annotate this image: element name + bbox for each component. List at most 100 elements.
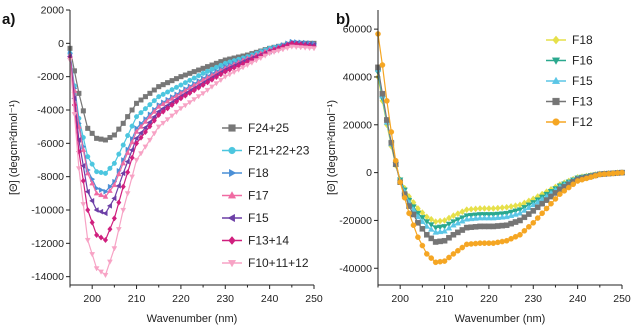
data-point (103, 188, 109, 195)
series-line (69, 41, 315, 193)
data-point (521, 207, 528, 213)
data-point (196, 67, 202, 73)
data-point (543, 205, 550, 212)
data-point (178, 95, 184, 102)
data-point (392, 157, 399, 164)
legend-entry: F13 (572, 95, 593, 109)
data-point (80, 146, 87, 153)
data-point (111, 132, 117, 138)
data-point (165, 80, 171, 86)
data-point (76, 90, 82, 96)
data-point (129, 154, 135, 161)
data-point (120, 170, 126, 177)
data-point (155, 124, 162, 130)
data-point (89, 180, 96, 186)
data-point (213, 73, 219, 81)
data-point (490, 214, 497, 221)
data-point (165, 105, 171, 112)
data-point (151, 98, 157, 104)
y-tick-label: 40000 (343, 71, 372, 83)
y-tick-label: -10000 (31, 205, 64, 217)
data-point (196, 73, 202, 79)
data-point (530, 220, 537, 226)
data-point (552, 196, 559, 202)
data-point (107, 226, 113, 233)
x-tick-label: 220 (480, 293, 498, 305)
data-point (253, 58, 260, 64)
y-tick-label: 0 (366, 167, 372, 179)
data-point (116, 199, 122, 206)
data-point (133, 157, 140, 164)
data-point (503, 203, 510, 211)
data-point (410, 222, 417, 229)
y-tick-label: -14000 (31, 271, 64, 283)
data-point (138, 151, 144, 157)
data-point (240, 65, 246, 71)
data-point (494, 204, 501, 212)
data-point (486, 205, 492, 212)
legend-entry: F24+25 (248, 121, 289, 135)
data-point (200, 70, 206, 76)
data-point (93, 207, 99, 213)
data-point (428, 255, 435, 261)
data-point (80, 202, 87, 208)
legend-entry: F16 (572, 54, 593, 68)
data-point (142, 128, 148, 136)
data-point (156, 111, 162, 119)
y-tick-label: -12000 (31, 238, 64, 250)
data-point (441, 227, 448, 234)
data-point (530, 208, 537, 214)
data-point (111, 246, 118, 252)
data-point (160, 120, 167, 127)
data-point (129, 123, 135, 129)
legend-marker (552, 35, 560, 45)
y-tick-label: -40000 (339, 263, 372, 275)
data-point (99, 187, 105, 193)
legend-marker (227, 191, 237, 199)
data-point (539, 200, 545, 207)
data-point (102, 193, 109, 199)
data-point (80, 162, 86, 169)
data-point (84, 237, 91, 244)
data-point (200, 65, 206, 71)
data-point (419, 242, 426, 249)
legend-marker (228, 146, 236, 155)
legend-entry: F10+11+12 (248, 256, 309, 270)
data-point (476, 214, 484, 221)
data-point (146, 137, 153, 144)
y-tick-label: 60000 (343, 24, 372, 36)
data-point (169, 78, 175, 84)
data-point (311, 46, 317, 52)
data-point (156, 84, 162, 90)
data-point (182, 72, 188, 78)
data-point (436, 228, 444, 235)
legend-entry: F13+14 (248, 234, 289, 248)
data-point (98, 208, 104, 215)
data-point (204, 87, 211, 94)
data-point (116, 151, 122, 157)
data-point (526, 224, 532, 230)
data-point (178, 106, 184, 112)
data-point (428, 222, 435, 229)
data-point (111, 215, 117, 222)
data-point (98, 191, 104, 198)
data-point (120, 160, 127, 166)
data-point (151, 131, 158, 137)
x-tick-label: 230 (525, 293, 543, 305)
data-point (115, 171, 122, 177)
data-point (415, 220, 421, 226)
data-point (419, 218, 426, 224)
data-point (508, 203, 514, 210)
data-point (548, 193, 554, 200)
data-point (490, 205, 497, 212)
data-point (455, 247, 461, 254)
y-tick-label: -4000 (37, 105, 64, 117)
data-point (485, 214, 493, 221)
y-axis-label: [Θ] (degcm²dmol⁻¹) (8, 100, 20, 195)
data-point (463, 206, 470, 214)
data-point (415, 234, 421, 240)
data-point (459, 244, 466, 251)
data-point (459, 217, 466, 224)
series-f12 (375, 31, 625, 266)
